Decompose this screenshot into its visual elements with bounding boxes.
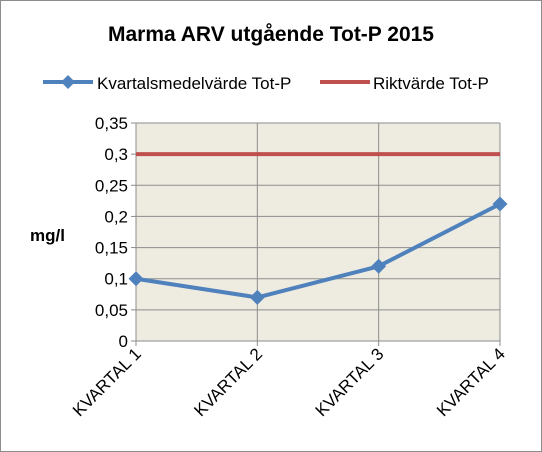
y-tick-label: 0 (119, 332, 128, 351)
y-tick-label: 0,25 (95, 176, 128, 195)
series-1-point (492, 196, 508, 212)
y-tick-label: 0,1 (104, 270, 128, 289)
plot-background (136, 123, 500, 341)
legend-marker-series-1 (61, 75, 75, 89)
x-tick-label: KVARTAL 1 (69, 344, 145, 420)
chart-title: Marma ARV utgående Tot-P 2015 (108, 23, 434, 46)
legend: Kvartalsmedelvärde Tot-P Riktvärde Tot-P (43, 74, 489, 93)
series-1-point (249, 289, 265, 305)
y-tick-label: 0,35 (95, 114, 128, 133)
x-tick-label: KVARTAL 2 (190, 344, 266, 420)
y-tick-label: 0,3 (104, 145, 128, 164)
series-1-point (371, 258, 387, 274)
y-tick-label: 0,15 (95, 239, 128, 258)
plot-area: 0 0,05 0,1 0,15 0,2 0,25 0,3 0,35 KVARTAL 1 KVART… (69, 114, 509, 420)
series-line-1 (135, 202, 501, 300)
legend-label-series-2: Riktvärde Tot-P (373, 74, 489, 93)
y-axis-label: mg/l (30, 226, 65, 245)
x-tick-label: KVARTAL 4 (433, 344, 509, 420)
series-1-point (128, 271, 144, 287)
y-tick-label: 0,2 (104, 207, 128, 226)
legend-label-series-1: Kvartalsmedelvärde Tot-P (97, 74, 291, 93)
x-tick-label: KVARTAL 3 (312, 344, 388, 420)
y-tick-label: 0,05 (95, 301, 128, 320)
